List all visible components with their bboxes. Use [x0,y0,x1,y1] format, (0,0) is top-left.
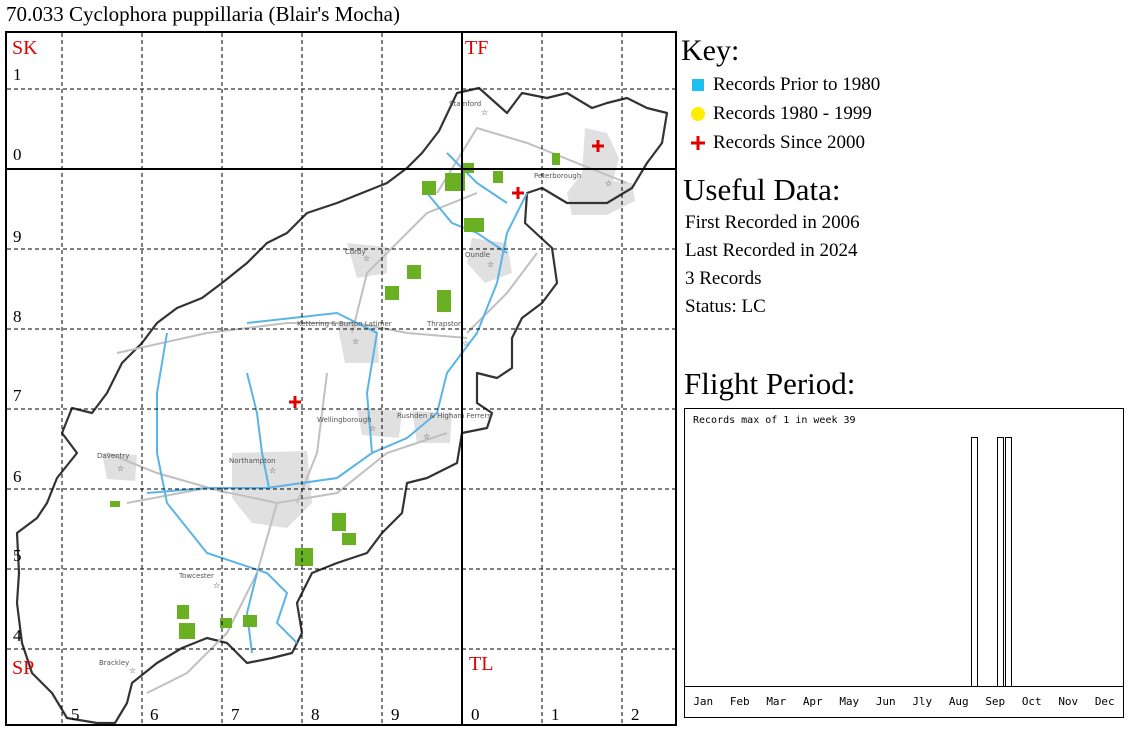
col-number: 0 [471,705,480,724]
rivers [146,152,528,654]
key-label: Records Prior to 1980 [713,74,881,95]
town-thrapston: Thrapston [426,320,462,328]
record-since-2000-marker [289,396,301,408]
county-boundary [15,86,669,724]
town-wellingborough: Wellingborough [317,416,372,424]
row-number: 8 [13,307,22,326]
grid-10km [7,33,675,724]
row-number: 9 [13,227,22,246]
month-label: Jan [693,695,714,708]
svg-text:☆: ☆ [487,260,494,269]
town-peterborough: Peterborough [534,172,581,180]
month-label: Jly [912,695,933,708]
month-label: Oct [1021,695,1042,708]
record-markers [289,140,604,408]
row-number: 1 [13,65,22,84]
conservation-status: Status: LC [685,296,766,317]
svg-text:☆: ☆ [369,424,376,433]
record-count: 3 Records [685,268,762,289]
month-label: Jun [875,695,896,708]
col-number: 1 [551,705,560,724]
blue-square-icon [689,76,707,94]
row-number: 0 [13,145,22,164]
svg-text:☆: ☆ [363,254,370,263]
flight-bar-week-39 [1005,437,1012,687]
town-towcester: Towcester [178,572,214,580]
svg-text:☆: ☆ [117,464,124,473]
record-since-2000-marker [512,187,524,199]
first-recorded: First Recorded in 2006 [685,212,860,233]
flight-bar-week-35 [971,437,978,687]
col-number: 6 [150,705,159,724]
month-label: Nov [1058,695,1079,708]
col-number: 9 [391,705,400,724]
last-recorded: Last Recorded in 2024 [685,240,858,261]
key-item-since-2000: Records Since 2000 [689,132,865,154]
town-kettering: Kettering & Burton Latimer [297,320,392,328]
distribution-map: Stamford Peterborough Corby Oundle Kette… [5,31,677,726]
svg-text:☆: ☆ [269,466,276,475]
svg-text:☆: ☆ [129,666,136,675]
key-label: Records Since 2000 [713,132,865,153]
red-cross-icon [689,134,707,152]
row-number: 6 [13,467,22,486]
key-title: Key: [681,34,740,67]
svg-text:☆: ☆ [605,179,612,188]
flight-period-title: Flight Period: [684,366,856,401]
square-label-tl: TL [469,653,494,675]
row-number: 7 [13,386,22,405]
town-corby: Corby [345,248,366,256]
square-label-sp: SP [12,657,35,679]
town-northampton: Northampton [229,457,276,465]
flight-caption: Records max of 1 in week 39 [693,415,856,426]
roads [106,126,628,694]
yellow-circle-icon [689,105,707,123]
svg-text:☆: ☆ [213,581,220,590]
town-stamford: Stamford [449,100,481,108]
page-title: 70.033 Cyclophora puppillaria (Blair's M… [6,2,400,26]
flight-bar-week-38 [997,437,1004,687]
town-daventry: Daventry [97,452,129,460]
town-oundle: Oundle [465,251,490,259]
svg-text:☆: ☆ [423,432,430,441]
useful-data-title: Useful Data: [683,172,841,207]
month-label: Dec [1094,695,1115,708]
col-number: 8 [311,705,320,724]
svg-text:☆: ☆ [462,339,469,348]
town-markers: ☆ ☆ ☆ ☆ ☆ ☆ ☆ ☆ ☆ ☆ ☆ ☆ [117,108,612,675]
town-brackley: Brackley [99,659,129,667]
col-number: 5 [71,705,80,724]
col-number: 2 [631,705,640,724]
town-labels: Stamford Peterborough Corby Oundle Kette… [97,100,581,667]
month-label: Sep [985,695,1006,708]
month-label: Apr [802,695,823,708]
month-label: Feb [729,695,750,708]
square-label-tf: TF [465,37,489,59]
grid-100km [7,33,675,724]
svg-text:☆: ☆ [352,337,359,346]
month-label: May [839,695,860,708]
svg-text:☆: ☆ [481,108,488,117]
flight-period-chart: Records max of 1 in week 39 Jan Feb Mar Apr… [684,408,1124,718]
row-number: 4 [13,626,22,645]
key-label: Records 1980 - 1999 [713,103,872,124]
col-number: 7 [231,705,240,724]
row-number: 5 [13,546,22,565]
month-label: Mar [766,695,787,708]
town-rushden: Rushden & Higham Ferrers [397,412,491,420]
key-item-prior-1980: Records Prior to 1980 [689,74,880,96]
record-since-2000-marker [592,140,604,152]
key-item-1980-1999: Records 1980 - 1999 [689,103,872,125]
woodland-patches [110,153,560,639]
month-label: Aug [948,695,969,708]
square-label-sk: SK [12,37,38,59]
map-canvas: Stamford Peterborough Corby Oundle Kette… [7,33,675,724]
month-axis: Jan Feb Mar Apr May Jun Jly Aug Sep Oct Nov Dec [685,686,1123,717]
